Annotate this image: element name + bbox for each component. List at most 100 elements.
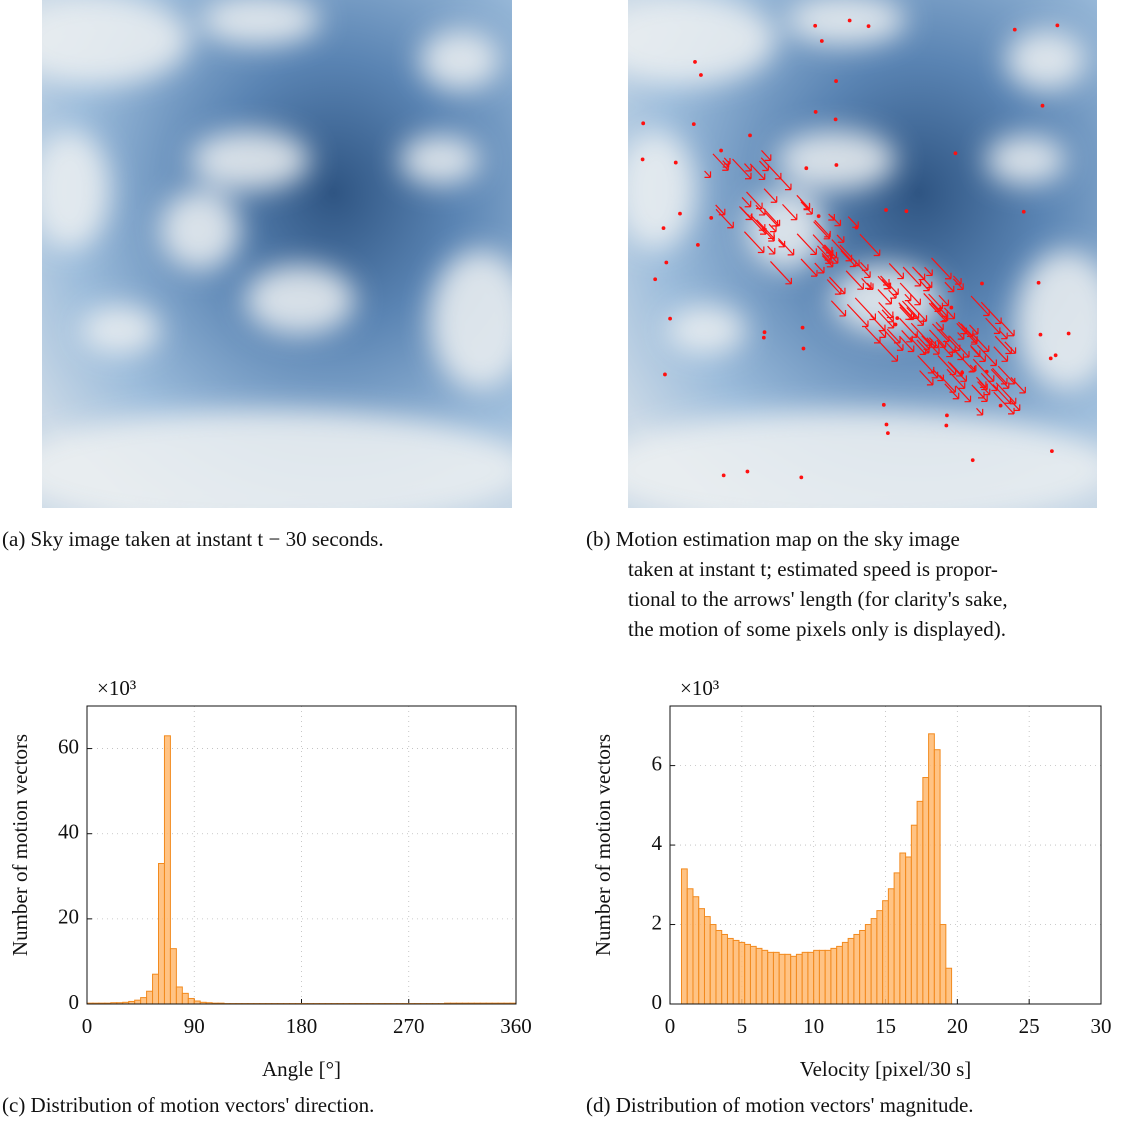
bar: [726, 937, 734, 1005]
arrow-dot: [847, 18, 852, 23]
bar: [738, 941, 746, 1005]
arrow: [854, 297, 876, 321]
bar: [910, 824, 918, 1005]
bar: [778, 953, 786, 1005]
bar: [813, 949, 820, 1005]
bar: [928, 733, 935, 1005]
arrow-dot: [1066, 331, 1071, 336]
arrow-dot: [854, 225, 859, 230]
sky-image-a: [42, 0, 512, 508]
bar: [870, 918, 878, 1005]
arrow: [749, 163, 766, 181]
bar: [749, 945, 757, 1005]
arrow: [889, 285, 899, 296]
arrow: [877, 289, 892, 305]
y-scale-label: ×10³: [680, 676, 719, 700]
arrow-dot: [1021, 209, 1026, 214]
arrow: [877, 275, 891, 290]
x-tick-label: 25: [1019, 1014, 1040, 1038]
y-scale-label: ×10³: [97, 676, 136, 700]
arrow: [904, 293, 912, 302]
arrow: [761, 227, 775, 242]
arrow: [770, 261, 792, 285]
arrow-dot: [709, 215, 714, 220]
arrow: [994, 335, 1012, 355]
arrow: [919, 370, 934, 386]
bar: [864, 924, 872, 1005]
plot-frame: [86, 705, 517, 1005]
arrow: [899, 282, 921, 306]
bar: [140, 997, 148, 1005]
bar: [709, 924, 717, 1005]
arrow: [931, 257, 952, 280]
arrow-dot: [1055, 23, 1060, 28]
arrow-dot: [719, 148, 723, 153]
arrow: [954, 349, 965, 361]
bar: [882, 900, 889, 1005]
bar: [772, 951, 780, 1005]
arrow-dot: [699, 73, 703, 77]
arrow: [828, 276, 846, 295]
arrow: [977, 381, 991, 396]
arrow: [839, 244, 860, 267]
arrow: [845, 270, 864, 290]
arrow-dot: [673, 160, 678, 165]
arrow: [764, 212, 779, 227]
bar: [830, 947, 838, 1005]
arrow-dot: [640, 157, 645, 162]
bar: [899, 852, 907, 1005]
x-tick-label: 5: [737, 1014, 748, 1038]
arrow-dot: [881, 402, 886, 407]
arrow-dot: [904, 209, 909, 214]
bar: [761, 949, 769, 1005]
bar: [859, 929, 866, 1005]
arrow: [969, 364, 977, 372]
bar: [905, 856, 912, 1005]
arrow-dot: [801, 346, 806, 351]
x-tick-label: 15: [875, 1014, 896, 1038]
arrow-dot: [1038, 332, 1043, 337]
arrow: [814, 262, 825, 274]
y-tick-label: 20: [58, 905, 79, 929]
arrow: [780, 178, 792, 191]
x-axis-label: Velocity [pixel/30 s]: [800, 1057, 971, 1081]
bar: [893, 872, 901, 1005]
arrow: [741, 197, 752, 208]
bar: [836, 945, 843, 1005]
arrow: [800, 201, 813, 215]
bar: [847, 937, 855, 1005]
caption: tional to the arrows' length (for clarit…: [628, 587, 1008, 611]
bar: [158, 863, 165, 1005]
arrow: [767, 245, 776, 255]
caption: (b) Motion estimation map on the sky ima…: [586, 527, 960, 551]
x-tick-label: 90: [184, 1014, 205, 1038]
arrow: [898, 335, 915, 353]
arrow: [946, 368, 966, 389]
bar: [790, 955, 797, 1005]
arrow: [876, 338, 899, 362]
arrow: [938, 294, 950, 307]
arrow-dot: [745, 469, 750, 474]
arrow: [990, 368, 1010, 389]
arrow: [899, 306, 912, 320]
arrow: [761, 150, 772, 161]
arrow-dot: [1049, 449, 1054, 454]
y-axis-label: Number of motion vectors: [8, 734, 32, 956]
arrow: [921, 335, 940, 355]
y-tick-label: 40: [58, 820, 79, 844]
arrow: [907, 300, 928, 322]
bar: [169, 948, 177, 1005]
arrow-dot: [664, 260, 669, 265]
arrow: [924, 266, 933, 277]
caption: the motion of some pixels only is displa…: [628, 617, 1006, 641]
bar: [824, 949, 832, 1005]
plot-frame: [669, 705, 1102, 1005]
sky-image-b: [628, 0, 1097, 508]
arrow-dot: [953, 151, 958, 156]
x-tick-label: 0: [665, 1014, 676, 1038]
arrow: [902, 266, 922, 287]
arrow-dot: [804, 166, 809, 171]
arrow-dot: [960, 370, 965, 375]
y-axis-label: Number of motion vectors: [591, 734, 615, 956]
arrow-dot: [653, 277, 658, 282]
